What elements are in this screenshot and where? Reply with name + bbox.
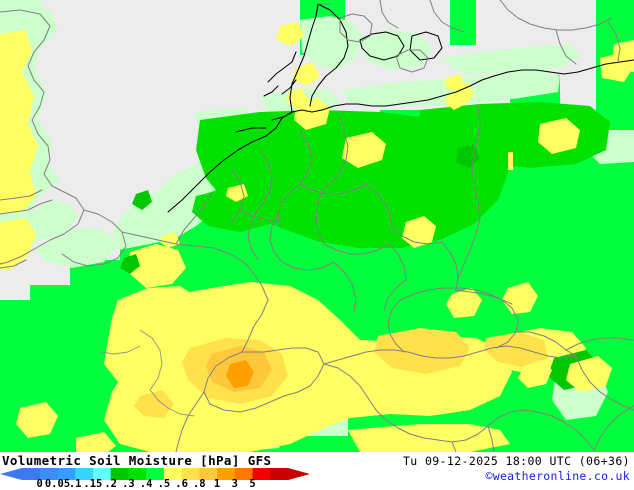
scale-tick-label: 0.05 — [44, 478, 71, 490]
scale-left-arrow — [0, 468, 22, 480]
spot-yellow-czech — [502, 282, 538, 314]
scale-right-arrow — [288, 468, 310, 480]
color-scale-svg — [0, 468, 310, 480]
scale-tick-label: .6 — [175, 478, 188, 490]
field-darkgreen-patch4 — [120, 254, 140, 274]
spot-yellow-austria — [520, 368, 542, 386]
field-palegreen-belgium-nl — [112, 186, 212, 250]
field-palegreen-denmark — [300, 16, 364, 70]
field-palegreen-england-sw — [34, 228, 118, 268]
scale-band — [22, 468, 41, 480]
map-svg — [0, 0, 634, 452]
scale-band — [252, 468, 271, 480]
field-palegreen-poland-coast — [440, 44, 580, 74]
spot-yellow-ne-edge2 — [600, 52, 634, 82]
field-gold-alps-east — [374, 328, 470, 374]
spot-yellow-poland1 — [538, 118, 580, 154]
scale-band — [57, 468, 76, 480]
field-yellow-uk-west — [0, 30, 38, 214]
scale-band — [110, 468, 129, 480]
scale-tick-label: .1 — [68, 478, 82, 490]
scale-band — [270, 468, 289, 480]
spot-yellow-ns-coast — [444, 90, 466, 110]
scale-band — [39, 468, 59, 480]
scale-tick-label: .8 — [192, 478, 206, 490]
field-darkgreen-patch2 — [456, 144, 480, 168]
field-green-baltic-strip — [450, 0, 476, 45]
footer-bar: Volumetric Soil Moisture [hPa] GFS Tu 09… — [0, 452, 634, 490]
scale-band — [181, 468, 200, 480]
field-yellow-france-east — [128, 244, 186, 288]
scale-tick-label: 1 — [213, 478, 221, 490]
scale-tick-label: 3 — [231, 478, 238, 490]
scale-band — [75, 468, 94, 480]
spot-yellow-baltic-coast — [286, 88, 308, 108]
spot-yellow-mecklenburg — [342, 132, 386, 168]
run-datetime: Tu 09-12-2025 18:00 UTC (06+36) — [402, 454, 630, 468]
scale-band — [92, 468, 112, 480]
spot-yellow-hessen — [226, 184, 248, 202]
field-yellow-south-strip — [348, 424, 510, 452]
spot-yellow-hungary — [566, 356, 612, 392]
field-gold-alps-far-east — [484, 332, 548, 368]
field-yellow-uk-sw — [0, 218, 36, 270]
spot-yellow-se-patch — [446, 288, 482, 318]
scale-tick-label: .15 — [83, 478, 103, 490]
france-internal-borders — [99, 329, 195, 417]
field-gold-sw-small — [134, 390, 174, 418]
scale-tick-label: .3 — [122, 478, 135, 490]
scale-band — [146, 468, 165, 480]
color-scale-labels: 0 0.05.1.15.2 .3 .4 .5 .6 .8 1 3 5 — [0, 479, 308, 490]
field-midgreen-lowcountries — [192, 188, 278, 232]
field-darkgreen-patch1 — [132, 190, 152, 210]
scale-tick-label: .4 — [139, 478, 153, 490]
field-yellow-alpine-belt — [104, 282, 512, 452]
page-title: Volumetric Soil Moisture [hPa] GFS — [2, 453, 272, 468]
scale-tick-label: .5 — [157, 478, 171, 490]
field-yellow-sw-patch — [16, 402, 58, 438]
scale-tick-label: 5 — [249, 478, 256, 490]
country-borders — [0, 0, 634, 452]
field-palegreen-denmark-isles — [360, 30, 432, 70]
scale-tick-label: .2 — [104, 478, 118, 490]
spot-yellow-poland3 — [444, 74, 464, 92]
coastlines — [167, 3, 634, 213]
scale-band — [128, 468, 147, 480]
spot-yellow-poland-thin — [508, 152, 513, 170]
field-orange-alps-core — [226, 360, 254, 388]
scale-band — [199, 468, 218, 480]
spot-yellow-denmark — [276, 22, 304, 46]
field-yellow-sw-patch2 — [76, 432, 116, 452]
scale-band — [234, 468, 254, 480]
scale-tick-label: 0 — [36, 478, 43, 490]
map-canvas[interactable] — [0, 0, 634, 452]
copyright-label: ©weatheronline.co.uk — [485, 469, 630, 483]
field-palegreen-nw-corner — [0, 0, 44, 22]
scale-band — [217, 468, 236, 480]
scale-band — [163, 468, 183, 480]
spot-yellow-schleswig — [294, 98, 330, 130]
color-scale-bar[interactable] — [0, 468, 310, 480]
